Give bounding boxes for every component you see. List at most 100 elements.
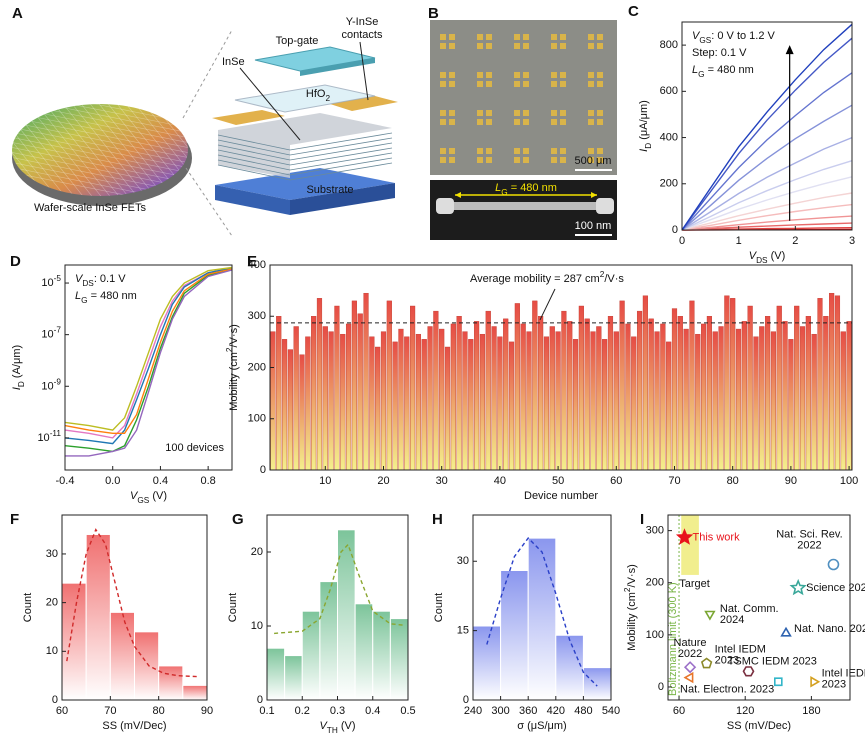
y-tick-label: 20 xyxy=(251,546,263,558)
bar xyxy=(829,292,835,471)
bar xyxy=(363,292,369,471)
fit-curve xyxy=(274,543,405,635)
target-label: Target xyxy=(679,578,710,590)
x-tick-label: 120 xyxy=(736,705,754,717)
pad xyxy=(514,110,520,116)
lattice-line xyxy=(217,144,291,161)
annotation: Step: 0.1 V xyxy=(692,47,747,59)
panel-letter: B xyxy=(428,5,439,22)
bar xyxy=(561,310,567,471)
top-gate xyxy=(254,46,376,72)
line xyxy=(681,192,853,231)
x-tick-label: 360 xyxy=(519,705,537,717)
text-part: 10 xyxy=(41,329,53,341)
pad xyxy=(486,148,492,154)
text-part: /V·s) xyxy=(626,564,638,587)
pad xyxy=(449,43,455,49)
bar xyxy=(444,346,451,471)
line xyxy=(64,266,233,439)
bar xyxy=(636,310,643,471)
pad xyxy=(514,81,520,87)
pad xyxy=(588,157,594,163)
text-part: TH xyxy=(327,726,338,735)
text-part: D xyxy=(17,381,26,387)
marker xyxy=(683,671,694,684)
point-label: Nat. Electron. 2023 xyxy=(680,683,774,695)
text-part: G xyxy=(81,296,87,305)
bar xyxy=(305,336,311,471)
text-part: 2 xyxy=(600,270,605,279)
pad xyxy=(523,72,529,78)
pad xyxy=(560,34,566,40)
y-tick-label: 30 xyxy=(457,555,469,567)
bar xyxy=(421,339,427,471)
point-label: 2022 xyxy=(797,539,821,551)
grid-line xyxy=(12,114,188,156)
bar xyxy=(683,328,689,471)
bar xyxy=(299,354,305,471)
point-label: Nat. Comm. xyxy=(720,603,779,615)
bar xyxy=(817,298,823,471)
text-part: 2 xyxy=(623,587,632,592)
plot xyxy=(472,537,612,701)
bar xyxy=(730,298,736,471)
bar xyxy=(474,321,480,471)
pad xyxy=(477,34,483,40)
bar xyxy=(439,328,445,471)
pad xyxy=(588,34,594,40)
pointer xyxy=(359,41,369,101)
point-label: Intel IEDM xyxy=(715,643,766,655)
inse-layers xyxy=(218,113,392,178)
pads xyxy=(440,34,603,163)
bar xyxy=(415,333,421,471)
axes-frame xyxy=(681,21,853,231)
bar xyxy=(625,323,631,471)
target xyxy=(681,515,699,575)
y-tick-label: 10-11 xyxy=(37,429,61,444)
pad xyxy=(486,72,492,78)
bar xyxy=(340,333,346,471)
x-tick-label: 3 xyxy=(849,235,855,247)
y-tick-label: 0 xyxy=(257,694,263,706)
pad xyxy=(440,157,446,163)
lattice xyxy=(217,132,393,181)
zoom-line xyxy=(182,29,233,119)
bar xyxy=(753,336,759,471)
bar xyxy=(345,323,352,471)
line xyxy=(65,269,233,457)
line xyxy=(681,37,853,231)
point-label: TSMC IEDM 2023 xyxy=(728,656,817,668)
bar xyxy=(543,336,550,471)
bar xyxy=(765,316,771,471)
line xyxy=(681,23,853,231)
bar xyxy=(666,341,672,471)
annotation: Average mobility = 287 cm2/V·s xyxy=(470,270,624,285)
x-tick-label: 90 xyxy=(201,705,213,717)
lattice-line xyxy=(289,137,393,156)
pad xyxy=(523,119,529,125)
point-label: 2022 xyxy=(678,648,702,660)
x-tick-label: 80 xyxy=(153,705,165,717)
x-tick-label: 0.3 xyxy=(330,705,345,717)
text-part: I xyxy=(11,387,23,390)
bar xyxy=(472,625,502,701)
x-tick-label: 0.2 xyxy=(295,705,310,717)
pad xyxy=(523,148,529,154)
y-tick-label: 0 xyxy=(672,224,678,236)
bar xyxy=(328,331,334,471)
contact xyxy=(212,110,285,125)
pad xyxy=(449,72,455,78)
bar xyxy=(759,326,765,471)
x-tick-label: 2 xyxy=(792,235,798,247)
pad xyxy=(449,157,455,163)
bar xyxy=(398,328,404,471)
y-axis-label: Count xyxy=(227,593,239,622)
bar xyxy=(677,316,683,471)
bar xyxy=(485,310,491,471)
pad xyxy=(514,72,520,78)
y-tick-label: 400 xyxy=(248,259,266,271)
pad xyxy=(449,81,455,87)
axes-frame xyxy=(269,264,853,471)
text-part: Mobility (cm xyxy=(626,592,638,651)
